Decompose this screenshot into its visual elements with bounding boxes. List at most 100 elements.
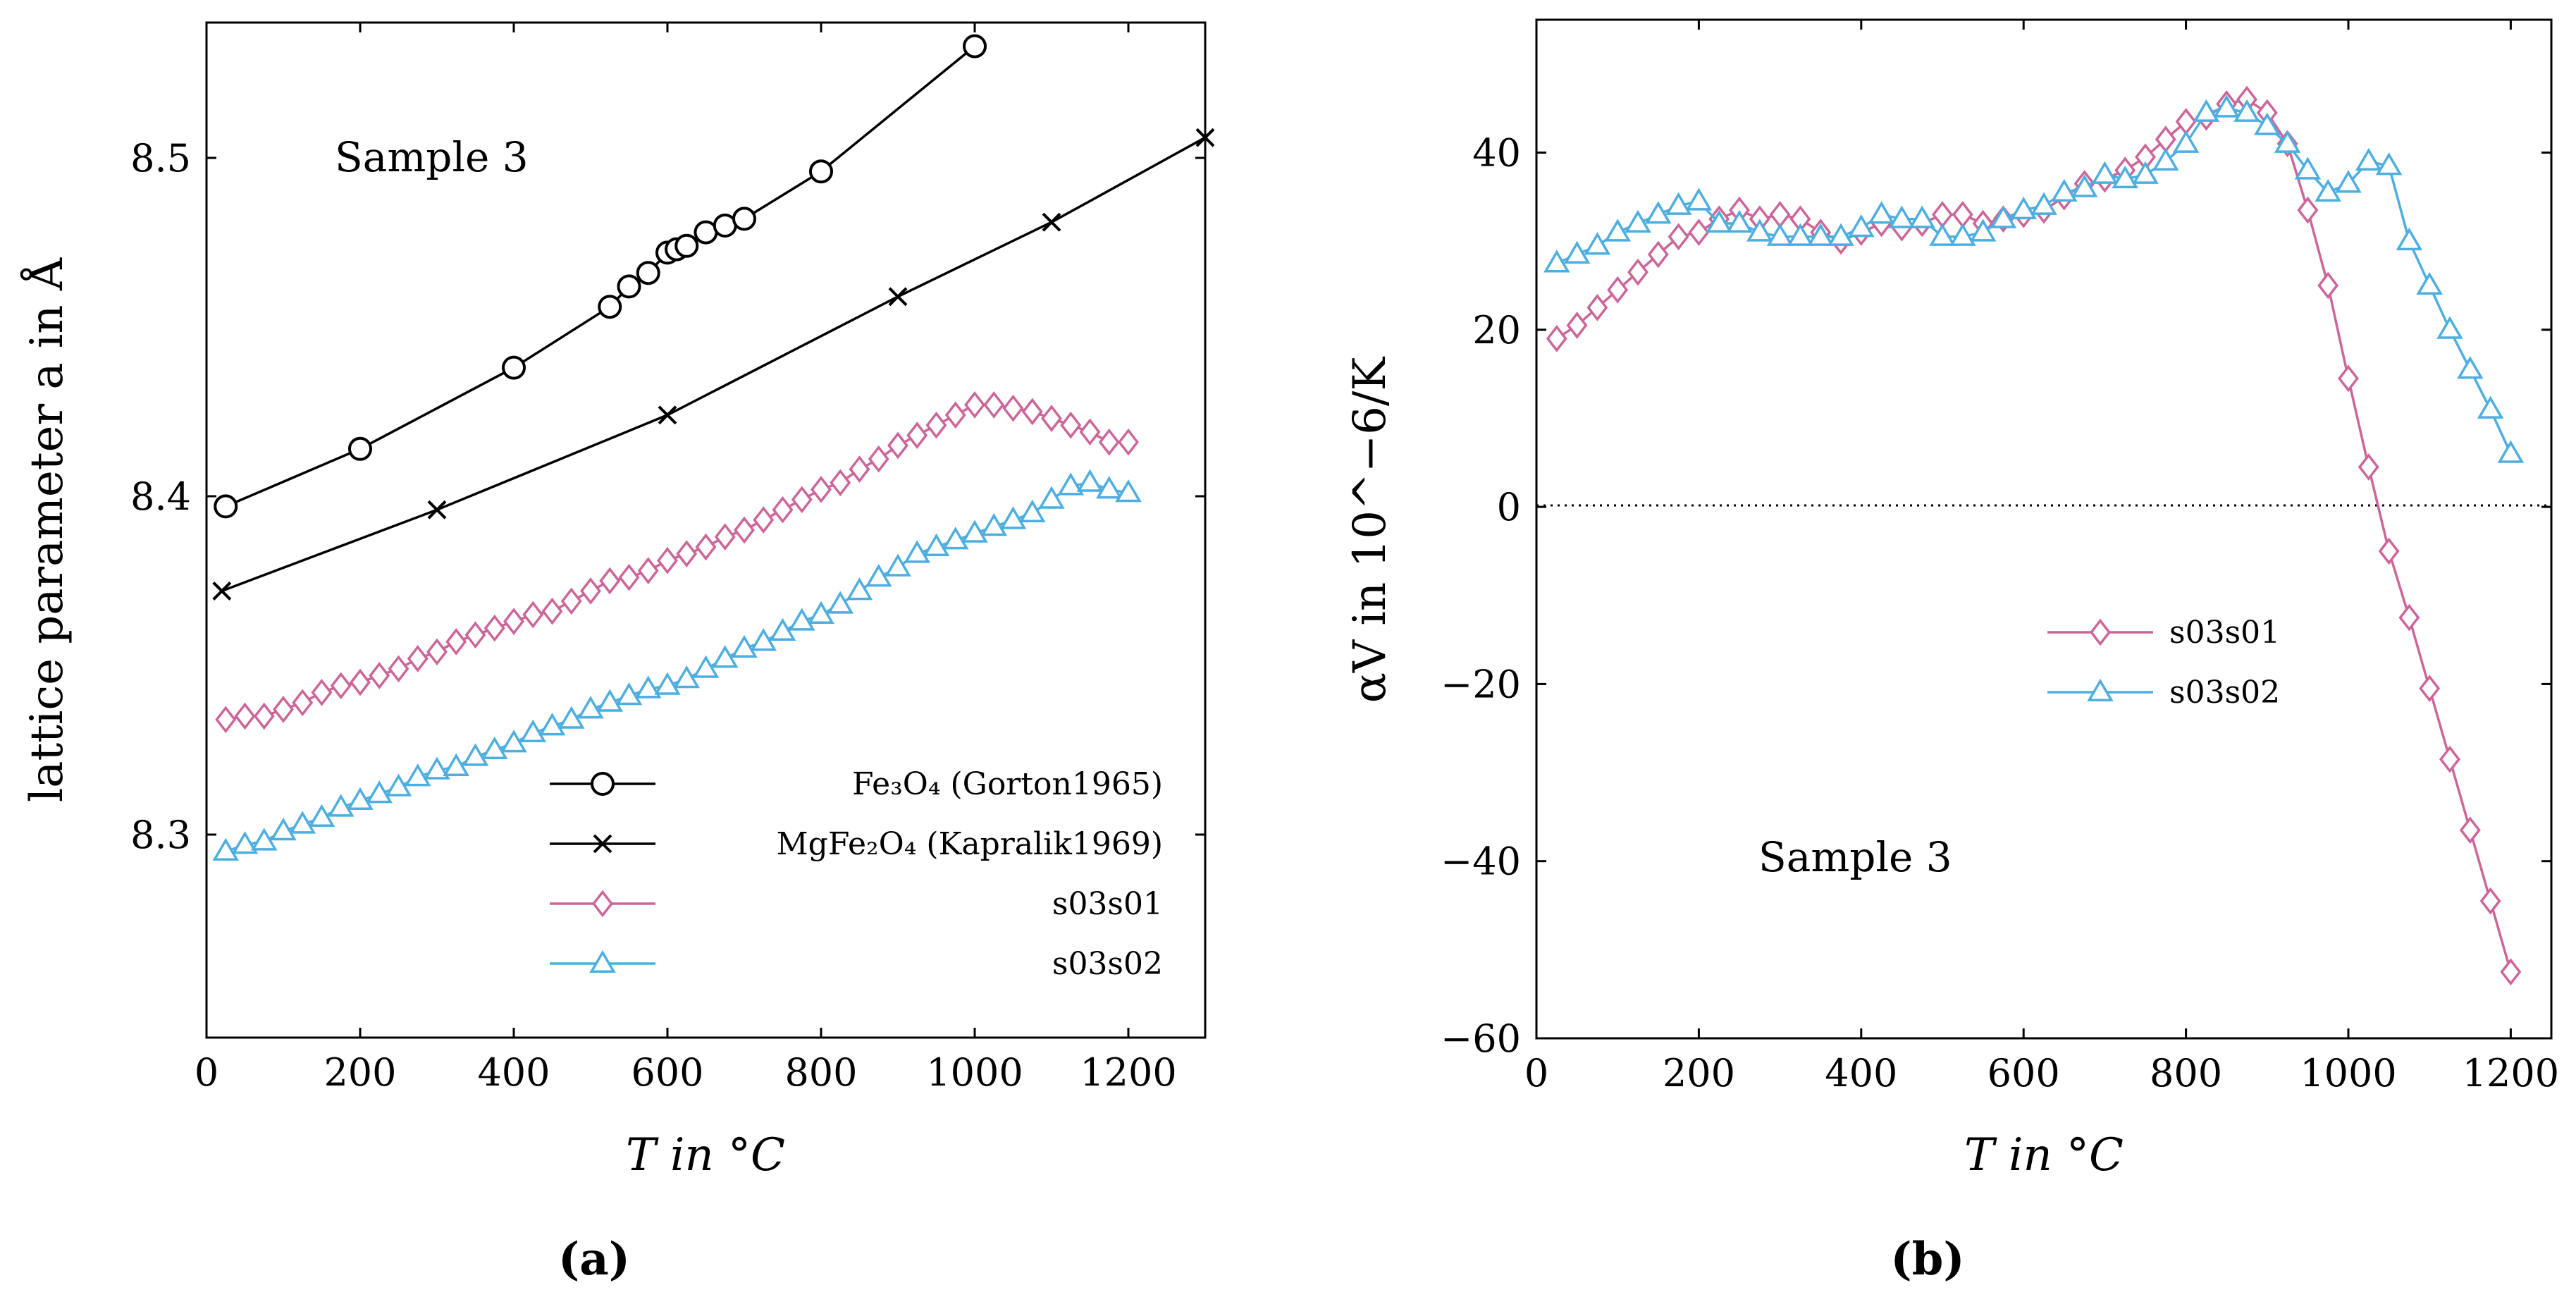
legend-label: s03s01 xyxy=(2169,615,2280,651)
data-point xyxy=(1018,499,1046,522)
x-tick-label: 1200 xyxy=(2463,1051,2559,1095)
y-tick-label: 8.3 xyxy=(130,813,191,857)
data-point xyxy=(2091,161,2119,184)
data-point xyxy=(2071,174,2098,197)
data-point xyxy=(734,516,755,544)
data-point xyxy=(809,159,833,184)
data-point xyxy=(1098,428,1120,456)
data-point xyxy=(214,494,238,519)
x-tick-label: 800 xyxy=(2150,1051,2222,1095)
data-point xyxy=(811,476,832,503)
data-point xyxy=(2419,675,2441,703)
data-point xyxy=(906,422,928,449)
panel-label-a: (a) xyxy=(558,1233,630,1286)
data-point xyxy=(2010,196,2037,220)
legend-marker xyxy=(591,772,615,796)
data-point xyxy=(2315,178,2341,202)
y-tick-label: −20 xyxy=(1441,662,1521,706)
data-point xyxy=(292,689,314,717)
data-point xyxy=(212,581,232,601)
data-point xyxy=(404,763,431,787)
data-point xyxy=(1195,128,1215,147)
data-point xyxy=(1021,398,1043,426)
data-point xyxy=(212,837,240,861)
data-point xyxy=(849,455,870,483)
data-point xyxy=(2358,453,2379,481)
data-point xyxy=(1665,192,1692,215)
data-point xyxy=(481,736,508,759)
data-point xyxy=(1604,219,1631,242)
data-point xyxy=(615,682,643,706)
y-tick-label: 8.5 xyxy=(130,136,191,180)
data-point xyxy=(2416,271,2443,295)
data-point xyxy=(637,557,659,584)
data-point xyxy=(868,445,889,473)
data-point xyxy=(676,540,698,567)
data-point xyxy=(1969,219,1997,242)
y-tick-label: 8.4 xyxy=(130,474,191,519)
data-point xyxy=(788,608,815,631)
data-point xyxy=(1607,276,1629,304)
data-point xyxy=(634,675,662,699)
data-point xyxy=(2297,196,2319,224)
data-point xyxy=(445,628,467,656)
x-tick-label: 400 xyxy=(1825,1051,1897,1095)
data-point xyxy=(1848,214,1875,238)
data-point xyxy=(1038,486,1065,509)
data-point xyxy=(443,753,470,776)
data-point xyxy=(885,553,911,577)
sample-annotation-a: Sample 3 xyxy=(335,133,529,181)
legend-marker xyxy=(2090,618,2111,646)
data-point xyxy=(596,689,624,712)
x-tick-label: 1000 xyxy=(926,1050,1023,1095)
x-tick-label: 600 xyxy=(1988,1051,2060,1095)
x-tick-label: 1000 xyxy=(2300,1051,2396,1095)
data-point xyxy=(2233,99,2260,122)
axis-ticks-b: 0 200 400 600 800 1000 1200 −60 −40 −20 0 20 40 xyxy=(1441,20,2559,1095)
data-point xyxy=(234,702,256,730)
data-point xyxy=(1746,219,1773,242)
data-point xyxy=(2355,147,2382,171)
series-fe3o4-gorton1965- xyxy=(214,34,987,519)
data-point xyxy=(1042,212,1061,232)
series-line xyxy=(221,136,1206,593)
legend-marker xyxy=(2087,678,2114,701)
data-point xyxy=(250,828,278,851)
data-point xyxy=(2479,887,2501,915)
data-point xyxy=(827,591,854,614)
data-point xyxy=(1057,472,1085,496)
data-point xyxy=(385,773,412,797)
data-point xyxy=(580,577,601,605)
data-point xyxy=(1685,188,1713,211)
x-tick-label: 0 xyxy=(195,1050,218,1095)
data-point xyxy=(654,672,681,695)
chart-panel-b: 0 200 400 600 800 1000 1200 −60 −40 −20 0 20 40 Samp… xyxy=(1344,18,2559,1286)
data-point xyxy=(1929,223,1956,246)
data-point xyxy=(769,617,796,641)
x-tick-label: 200 xyxy=(1663,1051,1735,1095)
legend-label: s03s01 xyxy=(1052,886,1163,922)
data-point xyxy=(2274,130,2301,153)
data-point xyxy=(215,706,237,734)
data-point xyxy=(673,665,701,689)
data-point xyxy=(923,533,950,556)
data-point xyxy=(1647,240,1669,269)
data-point xyxy=(599,567,621,595)
data-point xyxy=(731,634,758,658)
data-point xyxy=(2030,192,2057,215)
data-point xyxy=(330,672,352,700)
data-point xyxy=(2477,395,2504,419)
x-tick-label: 400 xyxy=(477,1050,550,1095)
data-point xyxy=(369,662,390,689)
data-point xyxy=(964,391,985,419)
legend-marker xyxy=(593,834,612,854)
y-tick-label: 40 xyxy=(1472,130,1521,175)
data-point xyxy=(311,679,333,706)
data-point xyxy=(1002,394,1024,422)
data-point xyxy=(407,645,429,672)
data-point xyxy=(1807,223,1834,246)
data-point xyxy=(830,469,851,497)
data-point xyxy=(1990,205,2017,228)
data-point xyxy=(1828,223,1854,246)
data-point xyxy=(503,608,524,635)
